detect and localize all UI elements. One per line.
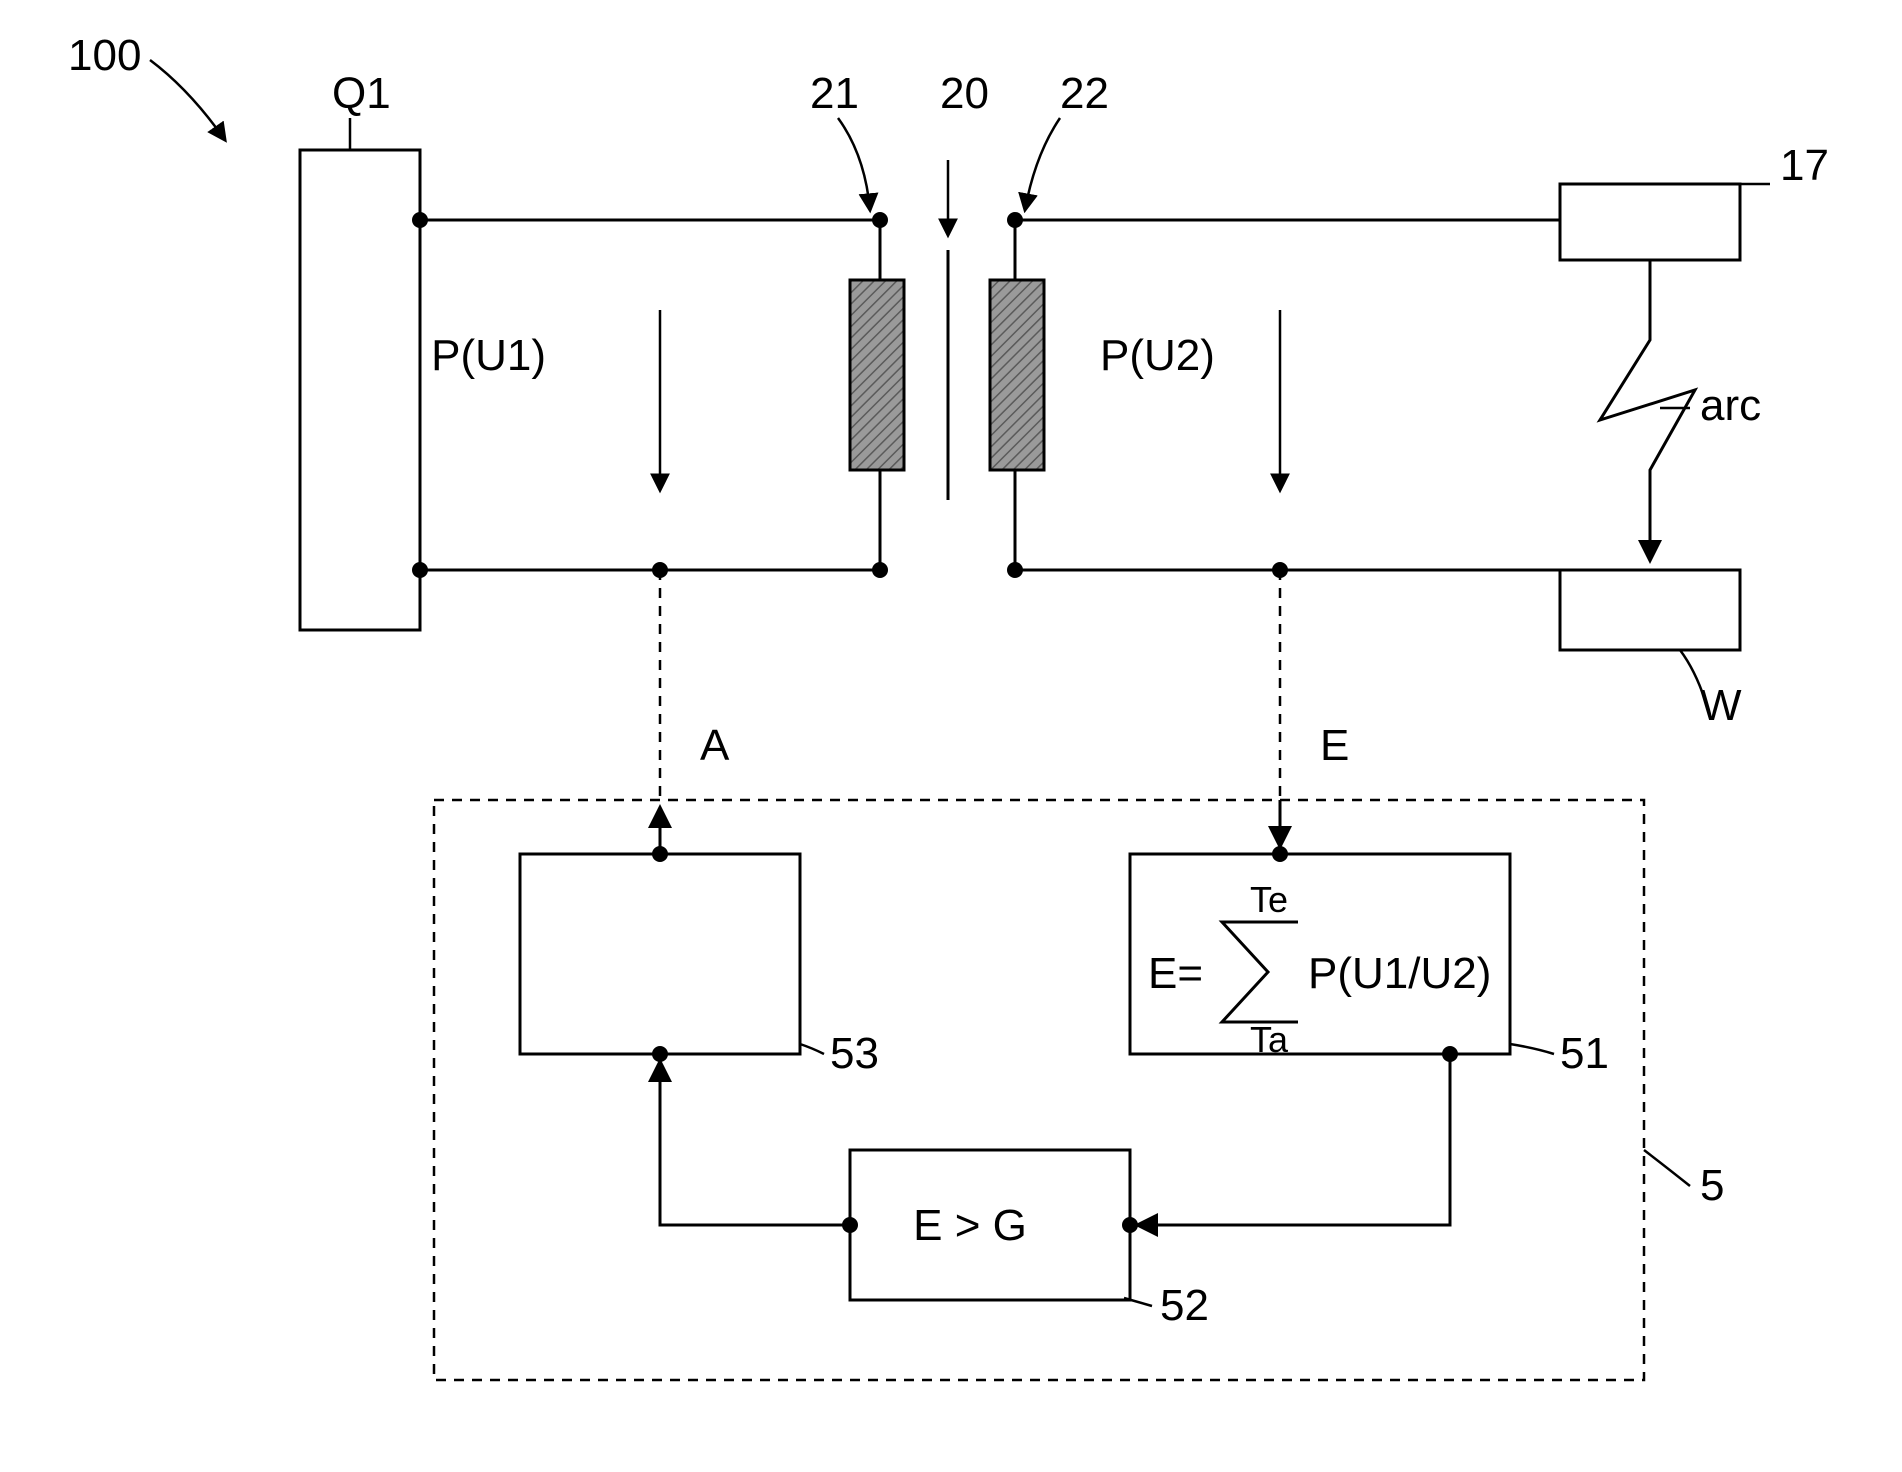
leader-22 — [1025, 118, 1060, 210]
formula-p: P(U1/U2) — [1308, 949, 1491, 998]
label-17: 17 — [1780, 141, 1829, 190]
label-100: 100 — [68, 31, 141, 80]
block-q1 — [300, 150, 420, 630]
leader-5 — [1644, 1150, 1690, 1186]
block-17 — [1560, 184, 1740, 260]
formula-e: E= — [1148, 949, 1203, 998]
label-q1: Q1 — [332, 69, 391, 118]
label-a: A — [700, 721, 730, 770]
wire-52-53 — [660, 1062, 850, 1225]
leader-52 — [1124, 1298, 1152, 1306]
leader-53 — [800, 1044, 824, 1054]
label-5: 5 — [1700, 1161, 1724, 1210]
formula-ta: Ta — [1250, 1019, 1289, 1060]
block-w — [1560, 570, 1740, 650]
label-51: 51 — [1560, 1029, 1609, 1078]
label-20: 20 — [940, 69, 989, 118]
transformer-core-primary — [850, 280, 904, 470]
junction-nodes — [412, 212, 1458, 1233]
leader-21 — [838, 118, 870, 210]
label-box52: E > G — [913, 1201, 1027, 1250]
label-22: 22 — [1060, 69, 1109, 118]
label-arc: arc — [1700, 381, 1761, 430]
transformer-core-secondary — [990, 280, 1044, 470]
arc-line — [1600, 260, 1695, 560]
wire-51-52 — [1138, 1054, 1450, 1225]
block-53 — [520, 854, 800, 1054]
formula-te: Te — [1250, 879, 1288, 920]
label-21: 21 — [810, 69, 859, 118]
leader-51 — [1510, 1044, 1554, 1054]
leader-100 — [150, 60, 225, 140]
label-pu2: P(U2) — [1100, 331, 1215, 380]
label-e: E — [1320, 721, 1349, 770]
label-52: 52 — [1160, 1281, 1209, 1330]
label-w: W — [1700, 681, 1742, 730]
label-53: 53 — [830, 1029, 879, 1078]
label-pu1: P(U1) — [431, 331, 546, 380]
